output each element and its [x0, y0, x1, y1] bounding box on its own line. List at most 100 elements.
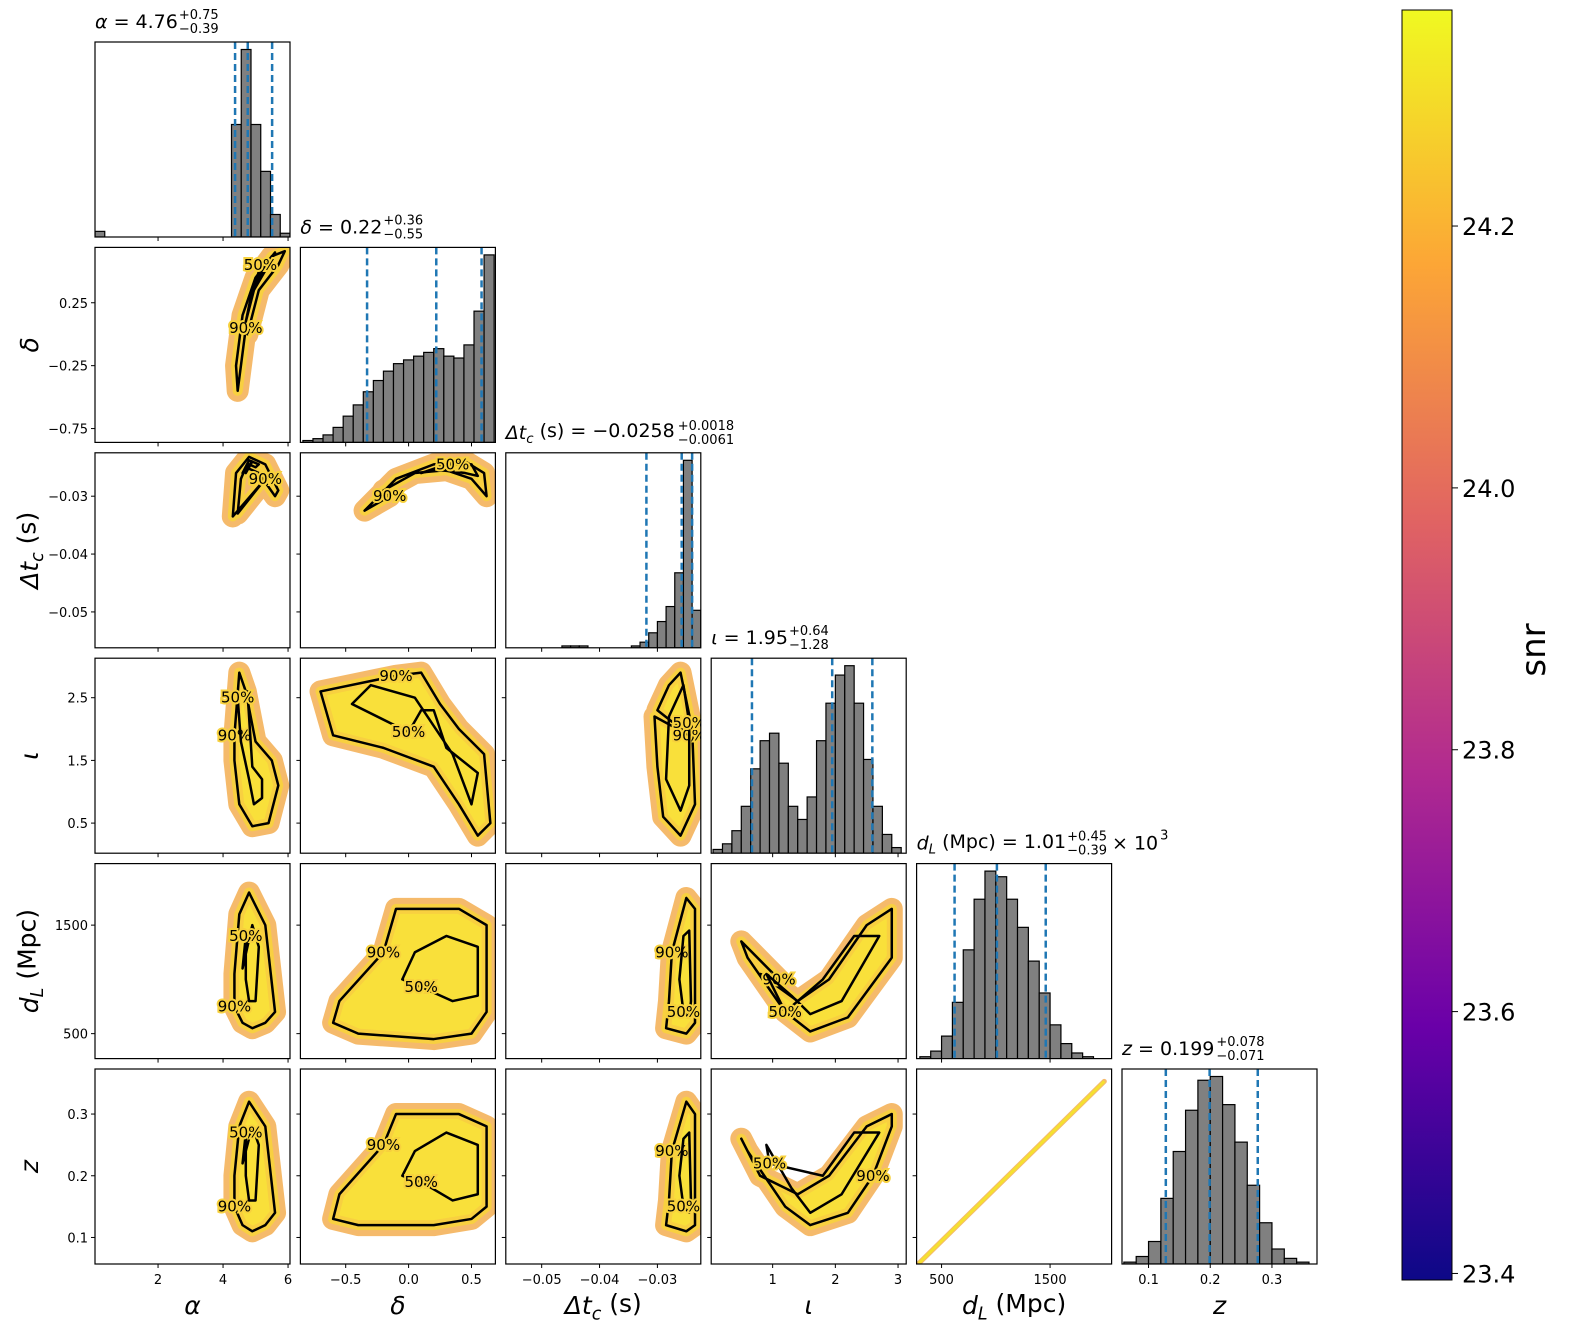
panel-frame [299, 452, 496, 649]
title-suffix: × 10 [1112, 833, 1158, 855]
title-value: = 1.01 [996, 831, 1066, 853]
y-tick-label: 2.5 [67, 692, 88, 707]
panel-content: 90% [221, 452, 290, 528]
label-part: c [526, 432, 534, 447]
contour [678, 929, 693, 1019]
contour [401, 934, 480, 1003]
panel-content: 90%50% [730, 897, 903, 1043]
panel-frame [710, 1068, 907, 1265]
hist-bar [648, 632, 659, 648]
label-part: ι [804, 1291, 812, 1320]
contour-label: 50% [392, 723, 425, 741]
x-tick-label: 0.0 [398, 1273, 419, 1288]
hist-bar [1135, 1255, 1150, 1264]
hist-bar [1283, 1257, 1298, 1264]
colorbar-tick-label: 23.4 [1462, 1260, 1515, 1288]
panel-content: 90%50% [225, 247, 290, 402]
label-part: (Mpc) [988, 1289, 1067, 1318]
contour [233, 891, 277, 1030]
title-value: = 4.76 [108, 11, 178, 33]
label-part: z [15, 1159, 44, 1174]
panel-frame [94, 41, 291, 238]
x-axis-label: dL (Mpc) [962, 1289, 1066, 1325]
panel-content [1123, 1069, 1310, 1264]
x-tick-label: 6 [284, 1273, 292, 1288]
panel-frame [505, 657, 702, 854]
hist-bar [1082, 1056, 1095, 1059]
y-tick-label: 0.5 [67, 817, 88, 832]
hist-bar [362, 391, 374, 443]
panel-frame [505, 452, 702, 649]
x-tick-label: 1 [769, 1273, 777, 1288]
label-part: d [15, 997, 44, 1013]
y-tick-label: 1500 [55, 919, 88, 934]
contour-label: 50% [229, 927, 262, 945]
contour-label: 50% [221, 689, 254, 707]
y-tick-label: −0.04 [48, 548, 88, 563]
label-part: z [1212, 1291, 1227, 1320]
panel-content [712, 658, 902, 854]
hist-bar [352, 404, 364, 443]
panel-content: 90%50% [216, 1090, 287, 1243]
panel-frame [505, 1068, 702, 1265]
contour-label: 90% [379, 667, 412, 685]
hist-bar [392, 363, 405, 443]
x-tick-label: 0.1 [1138, 1273, 1159, 1288]
hist-bar [342, 415, 354, 443]
contour [401, 1131, 480, 1202]
label-part: L [978, 1304, 988, 1324]
colorbar-tick-label: 24.0 [1462, 475, 1515, 503]
hist-bar [1006, 898, 1019, 1059]
hist-bar [1147, 1240, 1162, 1264]
panel-content [302, 247, 495, 443]
contour [241, 1125, 261, 1202]
panel-frame [94, 862, 291, 1060]
hist-bar [240, 48, 252, 237]
hist-bar [721, 843, 733, 854]
panel-frame [1121, 1068, 1318, 1265]
panel-content [919, 863, 1095, 1059]
hist-bar [930, 1050, 943, 1059]
hist-bar [787, 805, 799, 854]
label-part: (Mpc) [13, 909, 42, 988]
hist-bar [1172, 1150, 1187, 1264]
hist-bar [656, 620, 667, 648]
panel-content: 90%50% [216, 881, 287, 1040]
title-value: = 1.95 [718, 627, 788, 649]
panel-frame [299, 862, 496, 1060]
hist-bar [1209, 1075, 1224, 1264]
x-tick-label: 2 [831, 1273, 839, 1288]
y-tick-label: 0.1 [67, 1231, 88, 1246]
contour [331, 907, 488, 1041]
contour-label: 50% [667, 1198, 700, 1216]
hist-bar [973, 898, 986, 1059]
contour-label: 90% [856, 1167, 889, 1185]
title-plus: +0.75 [179, 8, 219, 23]
hist-bar [372, 379, 385, 443]
hist-bar [740, 805, 752, 854]
title-plus: +0.078 [1216, 1035, 1264, 1050]
y-tick-label: −0.75 [48, 423, 88, 438]
hist-bar [230, 123, 242, 237]
y-axis-label: z [15, 1159, 44, 1174]
x-tick-label: 3 [894, 1273, 902, 1288]
hist-bar [1296, 1261, 1310, 1264]
hist-bar [423, 351, 435, 443]
title-value: = 0.199 [1132, 1038, 1214, 1060]
colorbar [1401, 9, 1453, 1281]
title-minus: −0.39 [1067, 844, 1107, 859]
label-part: δ [15, 337, 44, 352]
hist-bar [1184, 1109, 1199, 1264]
contour [740, 1112, 894, 1227]
panel-title: Δtc (s) = −0.0258 [504, 420, 675, 447]
label-part: d [962, 1291, 978, 1320]
x-axis-label: ι [804, 1291, 812, 1320]
contour [765, 1131, 881, 1215]
colorbar-tick-label: 23.6 [1462, 999, 1515, 1027]
x-tick-label: 0.3 [1262, 1273, 1283, 1288]
contour [241, 459, 261, 475]
hist-bar [815, 740, 827, 854]
y-axis-label: δ [15, 337, 44, 352]
hist-bar [731, 830, 742, 854]
